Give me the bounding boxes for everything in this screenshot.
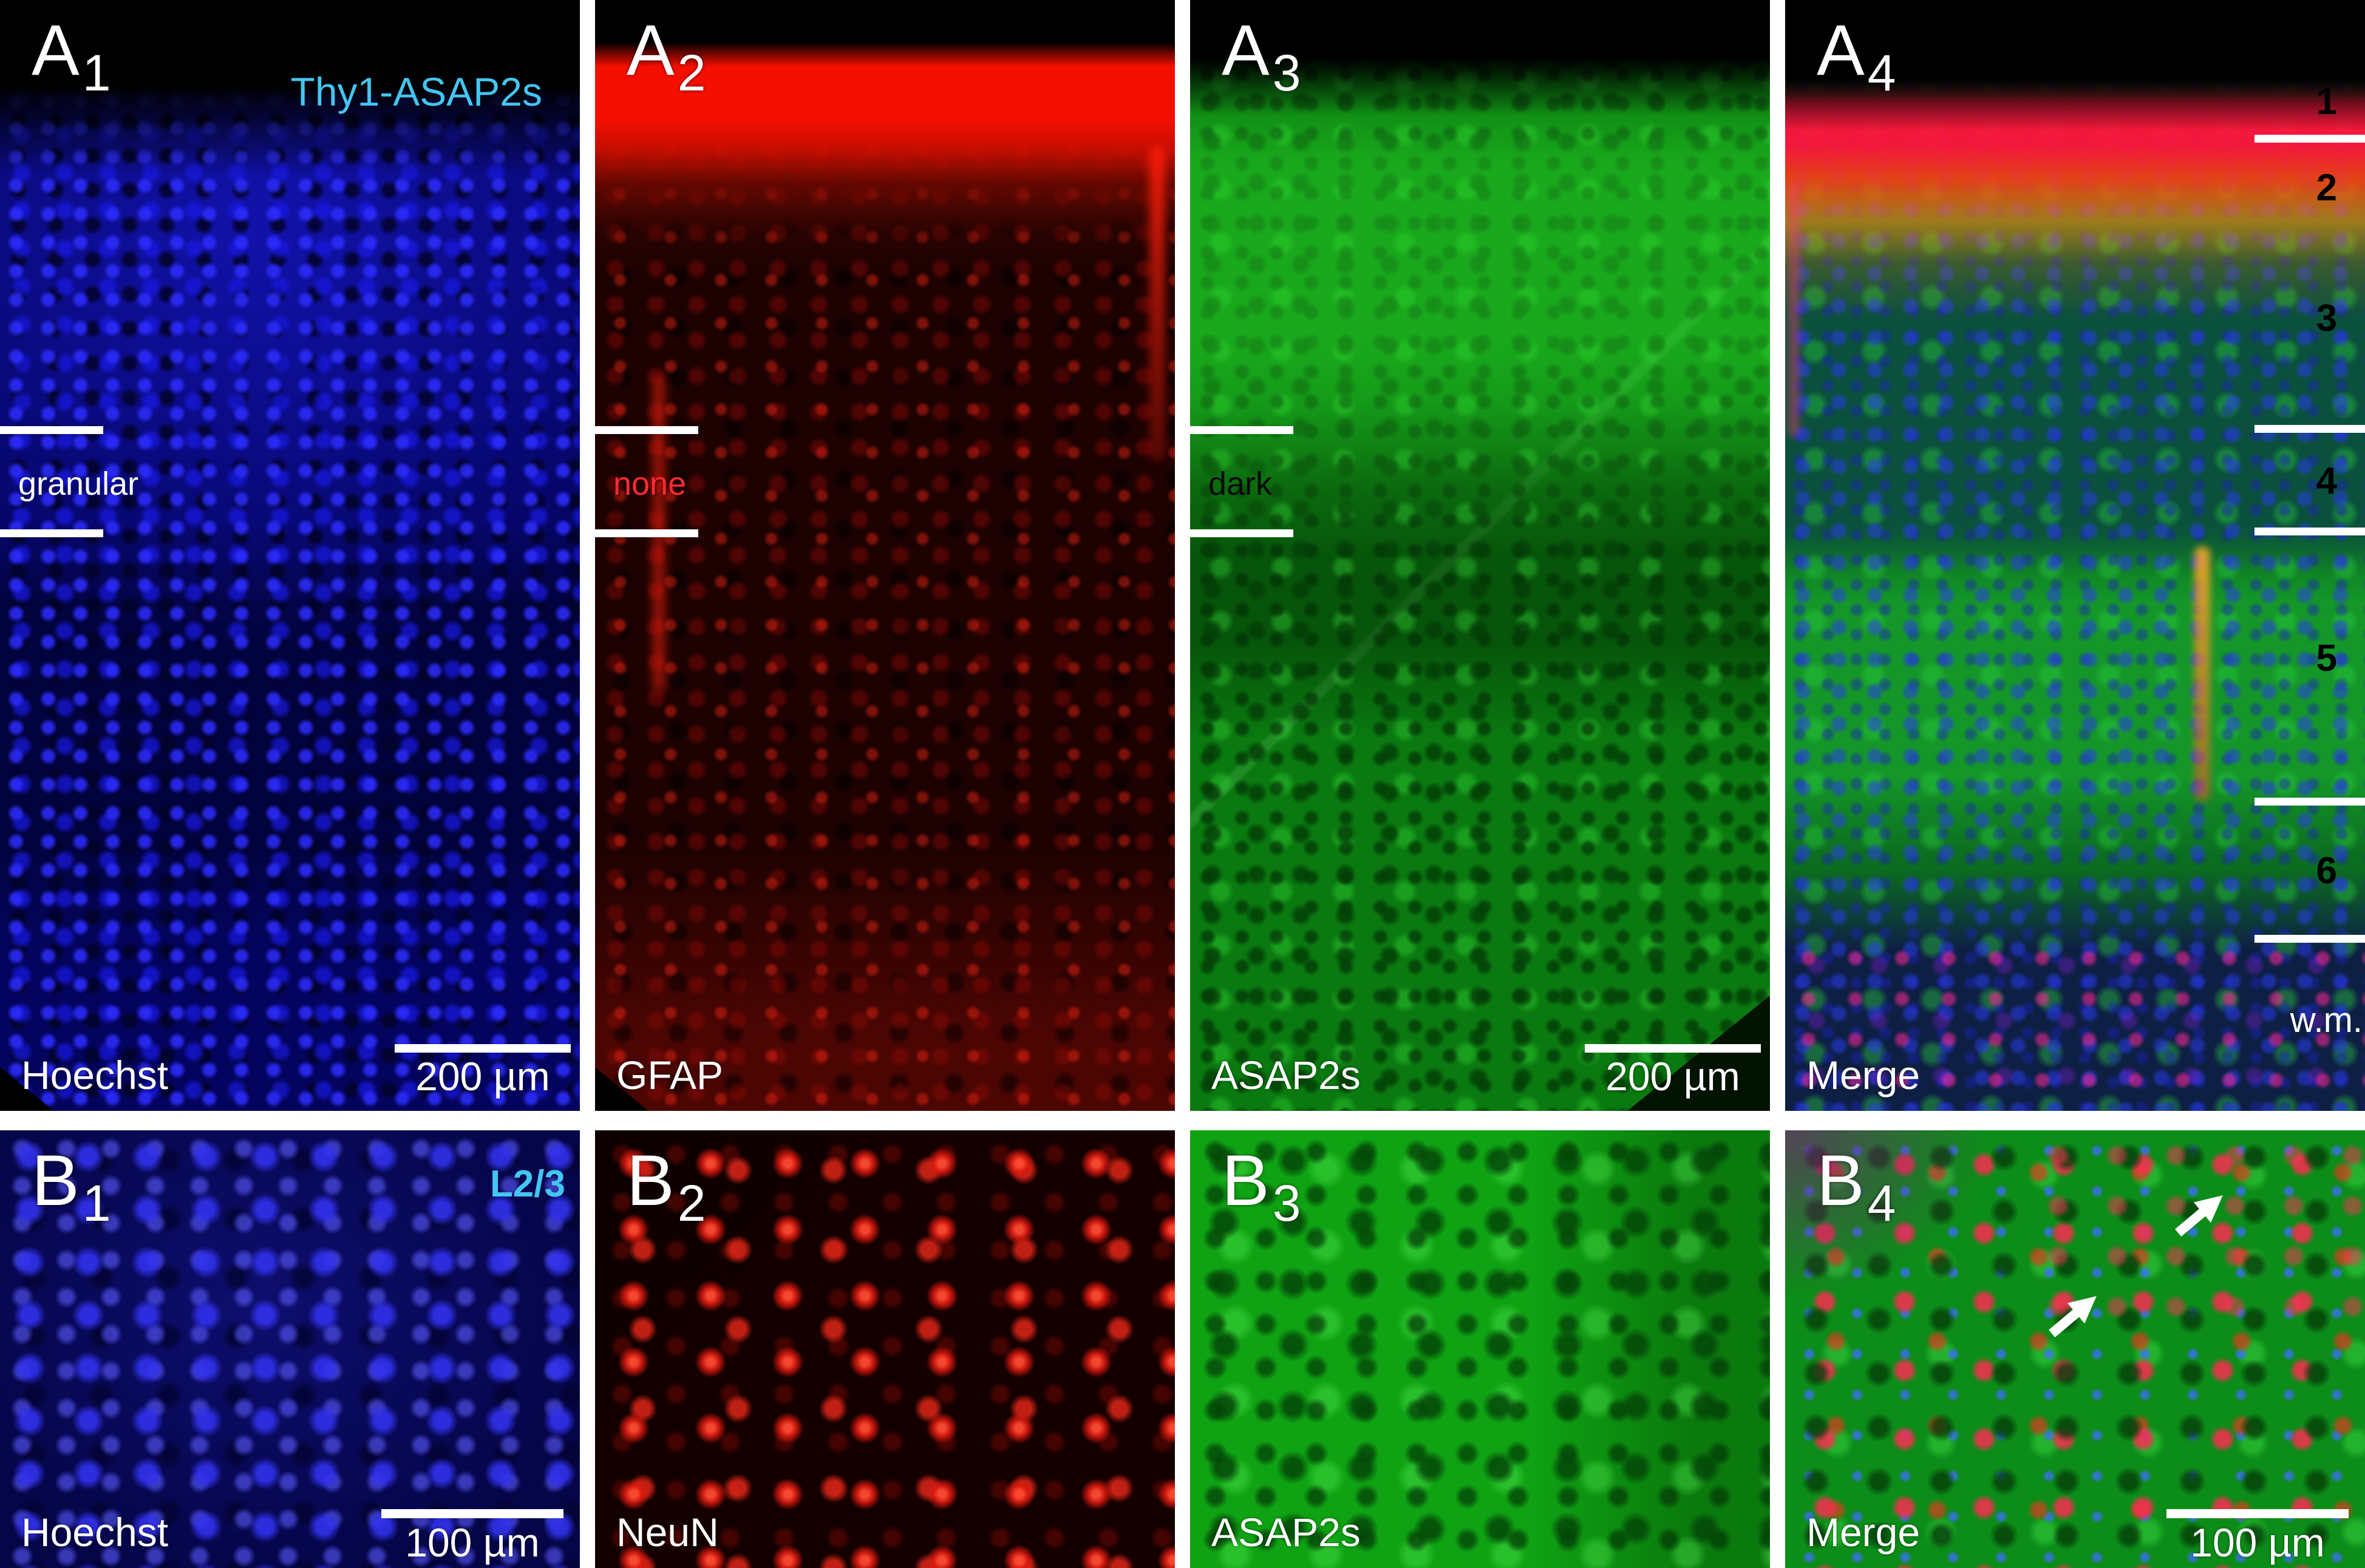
layer-boundary-bar <box>2254 135 2365 143</box>
stain-label-merge: Merge <box>1806 1510 1921 1555</box>
white-matter-astrocyte-texture <box>1785 938 2365 1111</box>
panel-number: 4 <box>1867 1175 1896 1232</box>
panel-number: 2 <box>677 1175 706 1232</box>
panel-b1-hoechst-l23: B1 L2/3 Hoechst 100 µm <box>0 1130 580 1568</box>
scale-bar <box>381 1509 563 1518</box>
panel-number: 3 <box>1272 44 1301 101</box>
panel-number: 1 <box>82 1175 111 1232</box>
granular-zone-tick-bottom <box>0 529 103 537</box>
stain-label-neun: NeuN <box>616 1510 719 1555</box>
vessel-streak <box>2194 546 2210 801</box>
panel-letter: A <box>1817 10 1865 90</box>
panel-number: 2 <box>677 44 706 101</box>
panel-a2-gfap: A2 none GFAP <box>595 0 1175 1111</box>
cortical-layer-6: 6 <box>2316 850 2337 892</box>
panel-b3-asap2s: B3 ASAP2s <box>1190 1130 1770 1568</box>
stain-label-gfap: GFAP <box>616 1053 724 1098</box>
granular-zone-tick-top <box>595 426 698 434</box>
cortical-layer-2: 2 <box>2316 167 2337 209</box>
stain-label-asap2s: ASAP2s <box>1211 1510 1361 1555</box>
cortical-layer-5: 5 <box>2316 637 2337 679</box>
panel-label-b2: B2 <box>627 1145 706 1229</box>
scale-bar <box>2166 1509 2349 1518</box>
panel-letter: A <box>627 10 675 90</box>
scale-bar-label: 100 µm <box>2190 1520 2325 1565</box>
layer-annotation-l23: L2/3 <box>489 1163 565 1205</box>
neun-dense-texture <box>2029 1130 2365 1332</box>
white-matter-label: w.m. <box>2290 1000 2363 1040</box>
purple-corner-texture <box>1785 1130 1986 1294</box>
granular-zone-tick-bottom <box>1190 529 1293 537</box>
panel-label-b1: B1 <box>32 1145 111 1229</box>
scale-bar-label: 200 µm <box>1605 1054 1740 1099</box>
cortical-layer-1: 1 <box>2316 81 2337 123</box>
granular-zone-tick-top <box>0 426 103 434</box>
scale-bar-label: 200 µm <box>415 1054 550 1099</box>
panel-label-a3: A3 <box>1222 15 1301 98</box>
panel-label-b3: B3 <box>1222 1145 1301 1229</box>
panel-letter: B <box>627 1141 675 1221</box>
panel-a3-asap2s-overview: A3 dark ASAP2s 200 µm <box>1190 0 1770 1111</box>
scale-bar <box>395 1044 571 1053</box>
scale-bar <box>1585 1044 1761 1053</box>
layer-boundary-bar <box>2254 798 2365 806</box>
panel-letter: A <box>32 10 80 90</box>
stain-label-merge: Merge <box>1806 1053 1921 1098</box>
panel-letter: B <box>32 1141 80 1221</box>
panel-a1-hoechst-overview: A1 Thy1-ASAP2s granular Hoechst 200 µm <box>0 0 580 1111</box>
stain-label-hoechst: Hoechst <box>21 1510 169 1555</box>
layer-boundary-bar <box>2254 528 2365 535</box>
layer-boundary-bar <box>2254 425 2365 433</box>
vessel-streak <box>1789 182 1798 437</box>
cortical-layer-4: 4 <box>2316 460 2337 502</box>
cortical-layer-3: 3 <box>2316 297 2337 339</box>
stain-label-asap2s: ASAP2s <box>1211 1053 1361 1098</box>
panel-label-b4: B4 <box>1817 1145 1896 1229</box>
panel-b4-merge: B4 Merge 100 µm <box>1785 1130 2365 1568</box>
zone-label-granular: granular <box>18 466 139 502</box>
panel-letter: B <box>1222 1141 1270 1221</box>
panel-letter: B <box>1817 1141 1865 1221</box>
granular-zone-tick-top <box>1190 426 1293 434</box>
gfap-vessel-streak <box>1149 146 1165 461</box>
panel-number: 1 <box>82 44 111 101</box>
stain-label-hoechst: Hoechst <box>21 1053 169 1098</box>
zone-label-none: none <box>613 466 687 502</box>
granular-zone-tick-bottom <box>595 529 698 537</box>
panel-number: 4 <box>1867 44 1896 101</box>
panel-label-a1: A1 <box>32 15 111 98</box>
panel-label-a4: A4 <box>1817 15 1896 98</box>
panel-label-a2: A2 <box>627 15 706 98</box>
panel-number: 3 <box>1272 1175 1301 1232</box>
scale-bar-label: 100 µm <box>405 1520 540 1565</box>
panel-letter: A <box>1222 10 1270 90</box>
panel-a4-merge-overview: A4 1 2 3 4 5 6 w.m. Merge <box>1785 0 2365 1111</box>
transgene-annotation: Thy1-ASAP2s <box>290 69 543 114</box>
panel-b2-neun: B2 NeuN <box>595 1130 1175 1568</box>
layer-boundary-bar <box>2254 935 2365 943</box>
zone-label-dark: dark <box>1208 466 1273 502</box>
